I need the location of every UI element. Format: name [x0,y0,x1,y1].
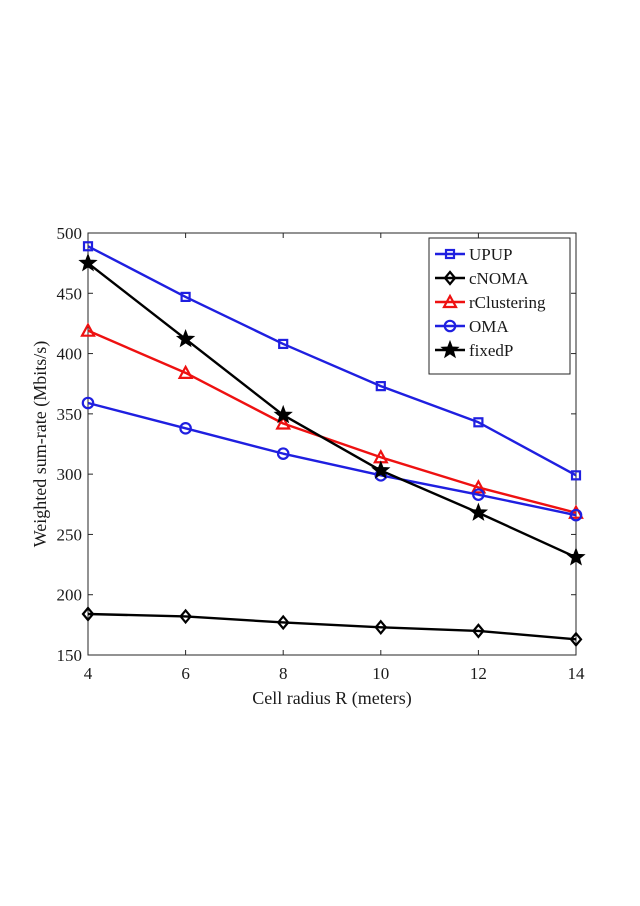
data-point [472,488,485,501]
data-point [179,422,192,435]
data-point [81,396,95,410]
data-point [371,460,391,479]
data-point [569,508,583,522]
x-axis-label: Cell radius R (meters) [252,688,411,709]
series-line [87,262,577,559]
x-tick-label: 6 [181,664,190,683]
y-tick-label: 350 [57,405,83,424]
data-point [375,381,386,392]
data-point [275,415,292,430]
data-point [471,623,485,639]
y-tick-label: 400 [57,345,83,364]
legend-label: UPUP [469,245,512,264]
series-fixedP [78,253,586,566]
data-point [569,631,583,648]
data-point [82,241,94,252]
legend-item: cNOMA [435,269,529,288]
data-point [276,614,290,631]
series-line [87,401,577,517]
legend-label: cNOMA [469,269,529,288]
data-point [374,619,388,635]
legend-item: fixedP [435,339,513,360]
plot-frame [87,232,577,656]
series-OMA [81,396,583,522]
legend-label: rClustering [469,293,546,312]
legend-marker [443,270,457,286]
legend-item: OMA [435,317,509,336]
data-point [78,253,98,272]
y-tick-label: 200 [57,586,83,605]
legend-marker [444,248,456,260]
data-point [81,606,95,622]
legend: UPUP cNOMA rClustering OMA fixedP [428,237,571,375]
y-tick-label: 150 [57,646,83,665]
legend-label: OMA [469,317,509,336]
legend-item: rClustering [435,293,546,312]
data-point [80,322,96,337]
x-tick-label: 12 [470,664,487,683]
data-point [278,338,289,350]
y-tick-label: 500 [57,224,83,243]
legend-item: UPUP [435,245,512,264]
y-tick-label: 450 [57,284,83,303]
data-point [276,447,290,460]
data-point [468,502,489,521]
y-tick-label: 250 [57,525,83,544]
legend-label: fixedP [469,341,513,360]
series-cNOMA [81,606,583,648]
axis-ticks: 4 6 8 10 12 14 150 200 250 300 350 400 450 500 [57,224,586,683]
x-tick-label: 10 [372,664,389,683]
legend-marker [443,319,457,333]
data-point [179,608,193,625]
x-tick-label: 14 [568,664,586,683]
y-axis-label: Weighted sum-rate (Mbits/s) [30,341,51,548]
data-point [568,504,584,519]
series-line [87,329,577,514]
series-layer [78,241,586,648]
data-point [566,547,586,566]
x-tick-label: 4 [84,664,93,683]
data-point [273,404,293,424]
data-point [177,364,194,379]
series-line [87,245,577,477]
legend-marker [442,293,458,309]
legend-marker [440,339,460,359]
data-point [570,470,582,481]
series-line [87,612,577,641]
y-tick-label: 300 [57,465,83,484]
data-point [470,479,487,494]
data-point [473,417,484,428]
data-point [175,328,196,348]
data-point [180,291,191,303]
series-UPUP [82,241,582,481]
x-tick-label: 8 [279,664,288,683]
